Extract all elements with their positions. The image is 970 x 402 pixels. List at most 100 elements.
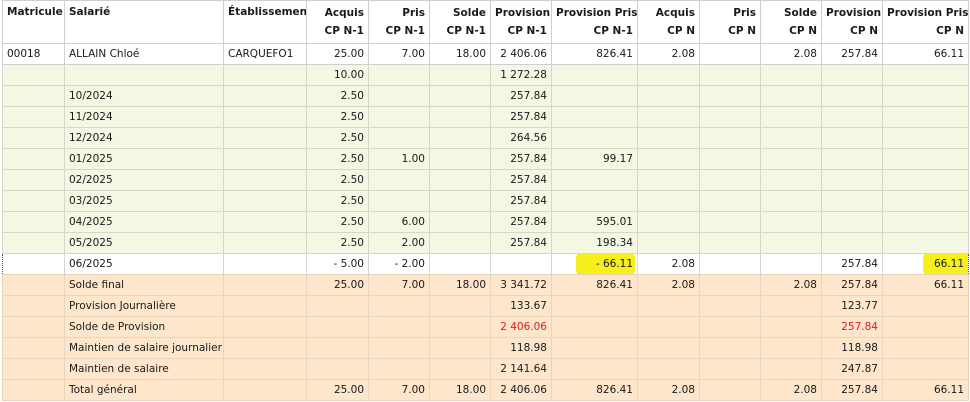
column-header-title: Pris <box>733 7 756 19</box>
cell-acquis_n1 <box>306 316 369 338</box>
cell-acquis_n1: 2.50 <box>306 127 369 149</box>
cell-salarie: 06/2025 <box>64 253 224 275</box>
cell-provision_prise_n1 <box>551 127 638 149</box>
cell-provision_prise_n <box>882 169 969 191</box>
cell-pris_n1 <box>368 106 430 128</box>
summary-row[interactable]: Provision Journalière 133.67 123.77 <box>2 295 969 317</box>
summary-row[interactable]: Total général 25.00 7.00 18.00 2 406.06 826.4… <box>2 379 969 401</box>
cell-provision_prise_n1 <box>551 190 638 212</box>
cell-etablissement <box>223 190 307 212</box>
cell-provision_prise_n <box>882 127 969 149</box>
column-header-solde_n[interactable]: Solde CP N <box>760 0 822 44</box>
cell-acquis_n1 <box>306 295 369 317</box>
table-row[interactable]: 03/2025 2.50 257.84 <box>2 190 969 212</box>
cell-provision_n <box>821 211 883 233</box>
table-row[interactable]: 11/2024 2.50 257.84 <box>2 106 969 128</box>
cell-salarie: ALLAIN Chloé <box>64 43 224 65</box>
table-row[interactable]: 06/2025 - 5.00- 2.00 - 66.11 2.08 257.84 66.1… <box>2 253 969 275</box>
cell-etablissement <box>223 232 307 254</box>
cell-acquis_n1: 2.50 <box>306 169 369 191</box>
cell-solde_n1 <box>429 148 491 170</box>
column-header-pris_n1[interactable]: Pris CP N-1 <box>368 0 430 44</box>
table-row[interactable]: 04/2025 2.50 6.00 257.84 595.01 <box>2 211 969 233</box>
column-header-title: Salarié <box>69 6 111 18</box>
cell-salarie <box>64 64 224 86</box>
summary-row[interactable]: Solde final 25.00 7.00 18.00 3 341.72 826.41 2… <box>2 274 969 296</box>
cell-acquis_n1 <box>306 337 369 359</box>
cell-solde_n <box>760 358 822 380</box>
table-row[interactable]: 01/2025 2.50 1.00 257.84 99.17 <box>2 148 969 170</box>
column-header-pris_n[interactable]: Pris CP N <box>699 0 761 44</box>
cell-etablissement <box>223 106 307 128</box>
cell-pris_n1 <box>368 64 430 86</box>
table-row[interactable]: 05/2025 2.50 2.00 257.84 198.34 <box>2 232 969 254</box>
cell-etablissement <box>223 295 307 317</box>
cell-solde_n1 <box>429 253 491 275</box>
cell-pris_n <box>699 127 761 149</box>
cell-provision_n1: 257.84 <box>490 148 552 170</box>
column-header-etablissement[interactable]: Établissement <box>223 0 307 44</box>
cell-solde_n <box>760 337 822 359</box>
cell-solde_n1 <box>429 85 491 107</box>
cell-provision_n1: 257.84 <box>490 232 552 254</box>
column-header-provision_n1[interactable]: Provision CP N-1 <box>490 0 552 44</box>
cell-provision_prise_n1: 826.41 <box>551 379 638 401</box>
cell-acquis_n <box>637 337 700 359</box>
cell-provision_prise_n <box>882 148 969 170</box>
table-row[interactable]: 02/2025 2.50 257.84 <box>2 169 969 191</box>
cell-provision_n1: 2 141.64 <box>490 358 552 380</box>
cell-provision_prise_n: 66.11 <box>882 379 969 401</box>
column-header-matricule[interactable]: Matricule <box>2 0 65 44</box>
column-header-salarie[interactable]: Salarié <box>64 0 224 44</box>
cell-pris_n <box>699 43 761 65</box>
column-header-solde_n1[interactable]: Solde CP N-1 <box>429 0 491 44</box>
header-row: Matricule Salarié Établissement Acquis CP N-… <box>2 0 969 44</box>
cell-provision_n: 257.84 <box>821 253 883 275</box>
cell-solde_n <box>760 106 822 128</box>
cell-acquis_n1: 2.50 <box>306 190 369 212</box>
column-header-provision_prise_n[interactable]: Provision Prise CP N <box>882 0 969 44</box>
summary-row[interactable]: Solde de Provision 2 406.06 257.84 <box>2 316 969 338</box>
cell-etablissement <box>223 274 307 296</box>
table-row[interactable]: 10.00 1 272.28 <box>2 64 969 86</box>
cell-provision_n <box>821 85 883 107</box>
cell-provision_n1: 3 341.72 <box>490 274 552 296</box>
cell-pris_n1 <box>368 127 430 149</box>
column-header-provision_prise_n1[interactable]: Provision Prise CP N-1 <box>551 0 638 44</box>
cell-salarie: 01/2025 <box>64 148 224 170</box>
cell-provision_n <box>821 106 883 128</box>
cell-pris_n <box>699 232 761 254</box>
column-header-provision_n[interactable]: Provision CP N <box>821 0 883 44</box>
column-header-acquis_n[interactable]: Acquis CP N <box>637 0 700 44</box>
cell-solde_n1 <box>429 190 491 212</box>
table-row[interactable]: 12/2024 2.50 264.56 <box>2 127 969 149</box>
summary-row[interactable]: Maintien de salaire 2 141.64 247.87 <box>2 358 969 380</box>
cell-pris_n1 <box>368 295 430 317</box>
cell-provision_prise_n1 <box>551 169 638 191</box>
cell-acquis_n1: 2.50 <box>306 232 369 254</box>
cell-matricule: 00018 <box>2 43 65 65</box>
column-header-subtitle: CP N <box>728 25 756 37</box>
cell-matricule <box>2 127 65 149</box>
cell-pris_n1 <box>368 316 430 338</box>
column-header-acquis_n1[interactable]: Acquis CP N-1 <box>306 0 369 44</box>
cell-provision_n1: 1 272.28 <box>490 64 552 86</box>
cell-provision_n1: 257.84 <box>490 211 552 233</box>
cell-solde_n <box>760 64 822 86</box>
cell-solde_n1 <box>429 127 491 149</box>
cell-pris_n1 <box>368 337 430 359</box>
table-row[interactable]: 10/2024 2.50 257.84 <box>2 85 969 107</box>
column-header-title: Acquis <box>655 7 695 19</box>
cell-solde_n <box>760 190 822 212</box>
column-header-subtitle: CP N <box>936 25 964 37</box>
cell-provision_n: 118.98 <box>821 337 883 359</box>
cell-provision_n1: 257.84 <box>490 169 552 191</box>
cell-solde_n <box>760 253 822 275</box>
cell-acquis_n <box>637 169 700 191</box>
employee-row[interactable]: 00018 ALLAIN Chloé CARQUEFO1 25.00 7.00 18.00… <box>2 43 969 65</box>
cell-pris_n <box>699 358 761 380</box>
summary-row[interactable]: Maintien de salaire journalier 118.98 118.… <box>2 337 969 359</box>
cell-matricule <box>2 211 65 233</box>
cell-pris_n1 <box>368 358 430 380</box>
